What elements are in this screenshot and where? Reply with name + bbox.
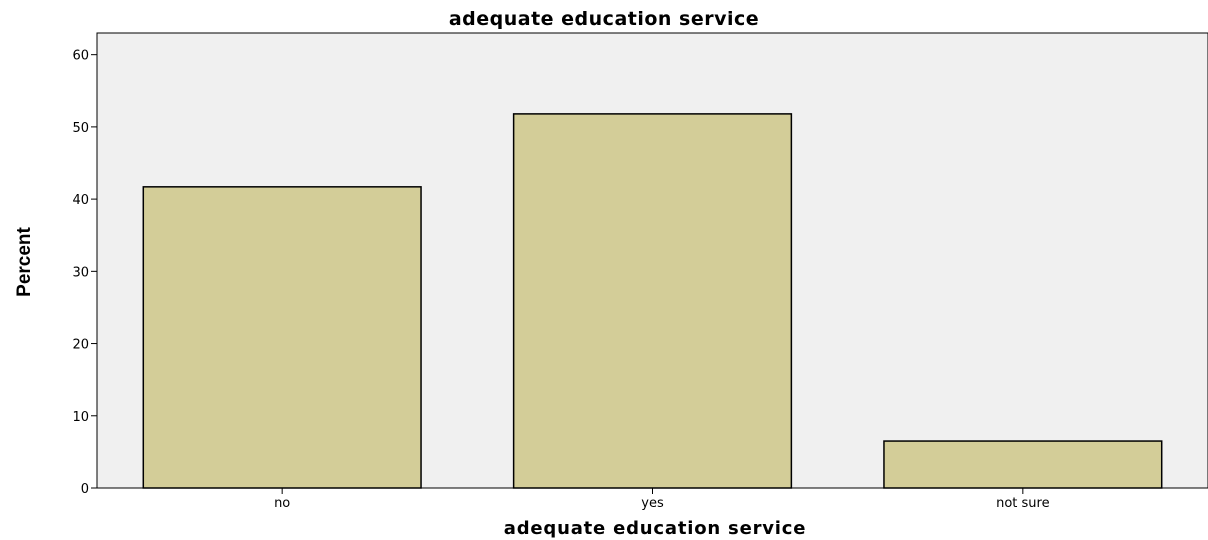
x-tick-label: yes [641,496,664,511]
chart-title: adequate education service [449,8,759,30]
y-tick-label: 60 [72,49,89,64]
bars-group [142,113,1163,489]
y-tick-label: 50 [72,121,89,136]
bar [512,113,793,489]
y-tick-label: 0 [81,482,89,497]
x-tick-label: no [274,496,290,511]
x-axis-label: adequate education service [504,518,807,539]
bar [142,186,422,489]
y-tick-label: 20 [72,338,89,353]
y-tick-label: 30 [72,265,89,280]
y-axis: 0 10 20 30 40 50 60 [72,49,97,497]
x-tick-label: not sure [996,496,1050,511]
bar [883,440,1163,489]
y-tick-label: 40 [72,193,89,208]
y-axis-label: Percent [14,226,35,296]
y-tick-label: 10 [72,410,89,425]
x-axis: no yes not sure [274,488,1050,511]
